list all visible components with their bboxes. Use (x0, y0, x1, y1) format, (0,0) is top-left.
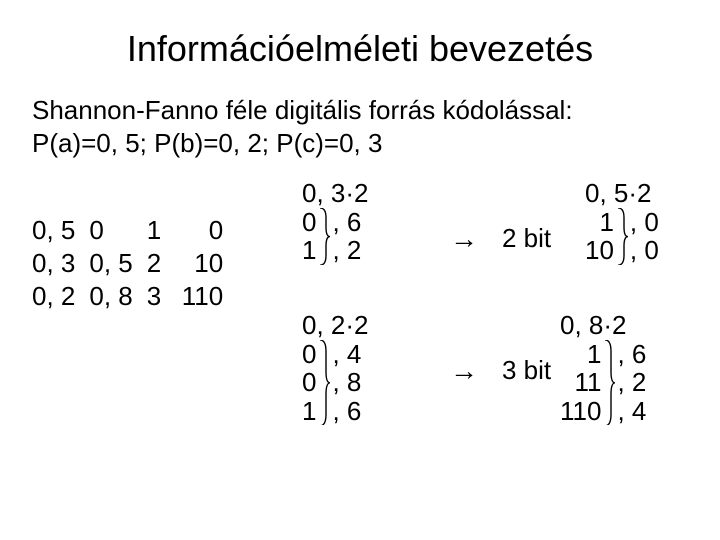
block-header: 0, 2·2 (302, 311, 369, 340)
val: , 0 (630, 208, 659, 237)
val: 1 (302, 397, 316, 426)
arrow-icon: → (450, 223, 478, 255)
subtitle-line-1: Shannon-Fanno féle digitális forrás kódo… (32, 94, 688, 127)
cell: 10 (175, 248, 223, 279)
val: 110 (560, 397, 601, 426)
cell: 1 (147, 215, 161, 246)
cell: 0 (175, 215, 223, 246)
subtitle: Shannon-Fanno féle digitális forrás kódo… (32, 94, 688, 159)
cell: 0, 2 (32, 281, 75, 312)
val: , 8 (332, 368, 361, 397)
bit-label-2: 2 bit (502, 223, 551, 254)
calc-block-d: 0, 8·2 1 11 110 , 6 , 2 , 4 (560, 311, 646, 425)
cell: 110 (175, 281, 223, 312)
cell: 0, 8 (89, 281, 132, 312)
val: 11 (574, 368, 601, 397)
val: , 4 (617, 397, 646, 426)
cell: 2 (147, 248, 161, 279)
cell: 0, 5 (32, 215, 75, 246)
val: , 2 (332, 236, 361, 265)
val: 1 (599, 208, 613, 237)
cell: 3 (147, 281, 161, 312)
val: , 6 (332, 208, 361, 237)
calc-block-c: 0, 5·2 1 10 , 0 , 0 (585, 179, 659, 265)
val: , 2 (617, 368, 646, 397)
val: 1 (587, 340, 601, 369)
val: , 6 (332, 397, 361, 426)
page-title: Információelméleti bevezetés (32, 28, 688, 70)
val: , 0 (630, 236, 659, 265)
val: 0 (302, 340, 316, 369)
val: , 4 (332, 340, 361, 369)
arrow-icon: → (450, 355, 478, 387)
calc-block-b: 0, 2·2 0 0 1 , 4 , 8 , 6 (302, 311, 369, 425)
calc-block-a: 0, 3·2 0 1 , 6 , 2 (302, 179, 369, 265)
block-header: 0, 5·2 (585, 179, 659, 208)
cell: 0, 3 (32, 248, 75, 279)
cell: 0, 5 (89, 248, 132, 279)
block-header: 0, 3·2 (302, 179, 369, 208)
brace-icon (616, 208, 628, 265)
brace-icon (603, 340, 615, 426)
val: 0 (302, 368, 316, 397)
val: 0 (302, 208, 316, 237)
code-table: 0, 5 0 1 0 0, 3 0, 5 2 10 0, 2 0, 8 3 11… (32, 215, 223, 312)
val: 10 (585, 236, 614, 265)
brace-icon (318, 208, 330, 265)
brace-icon (318, 340, 330, 426)
val: , 6 (617, 340, 646, 369)
block-header: 0, 8·2 (560, 311, 646, 340)
val: 1 (302, 236, 316, 265)
bit-label-3: 3 bit (502, 355, 551, 386)
cell: 0 (89, 215, 132, 246)
subtitle-line-2: P(a)=0, 5; P(b)=0, 2; P(c)=0, 3 (32, 127, 688, 160)
